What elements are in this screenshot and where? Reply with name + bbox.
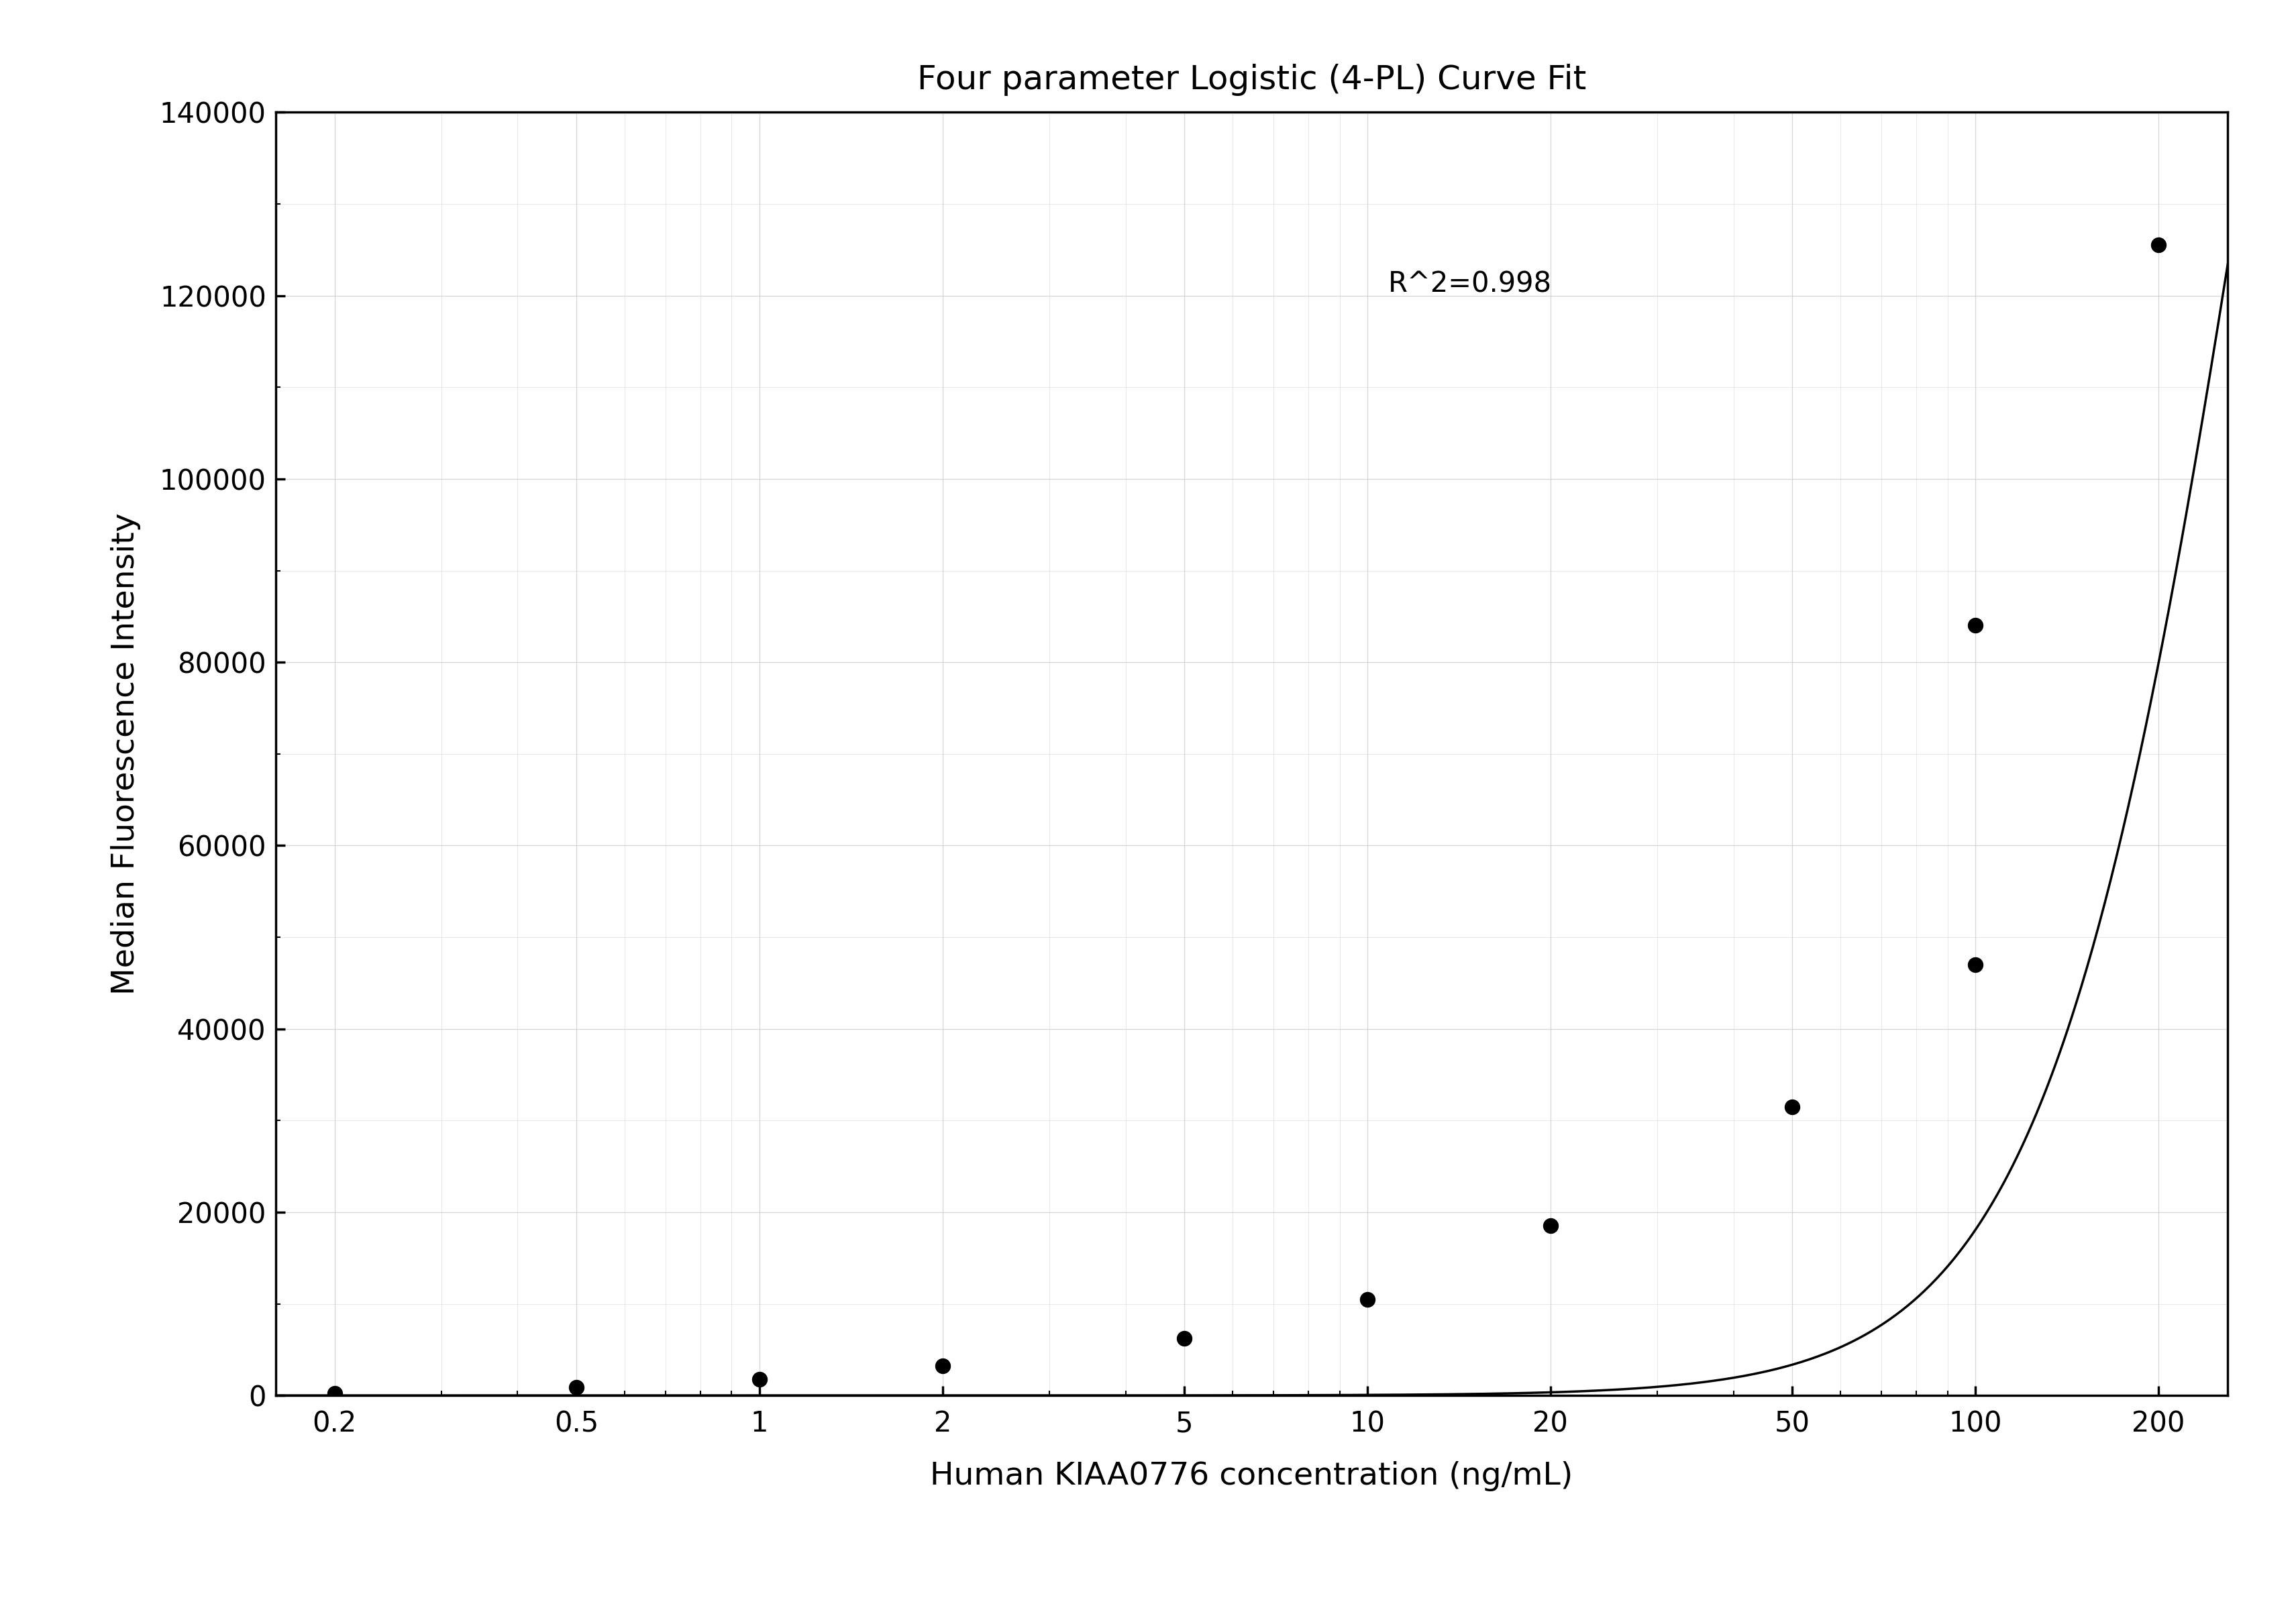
Point — [317, 1381, 354, 1407]
X-axis label: Human KIAA0776 concentration (ng/mL): Human KIAA0776 concentration (ng/mL) — [930, 1461, 1573, 1492]
Text: R^2=0.998: R^2=0.998 — [1387, 269, 1552, 298]
Point — [923, 1354, 960, 1379]
Point — [1956, 951, 1993, 977]
Point — [1348, 1286, 1384, 1312]
Title: Four parameter Logistic (4-PL) Curve Fit: Four parameter Logistic (4-PL) Curve Fit — [916, 64, 1587, 96]
Point — [2140, 233, 2177, 258]
Point — [558, 1375, 595, 1400]
Y-axis label: Median Fluorescence Intensity: Median Fluorescence Intensity — [110, 513, 140, 994]
Point — [1773, 1094, 1809, 1120]
Point — [1531, 1213, 1568, 1238]
Point — [1956, 613, 1993, 638]
Point — [1166, 1327, 1203, 1352]
Point — [742, 1367, 778, 1392]
